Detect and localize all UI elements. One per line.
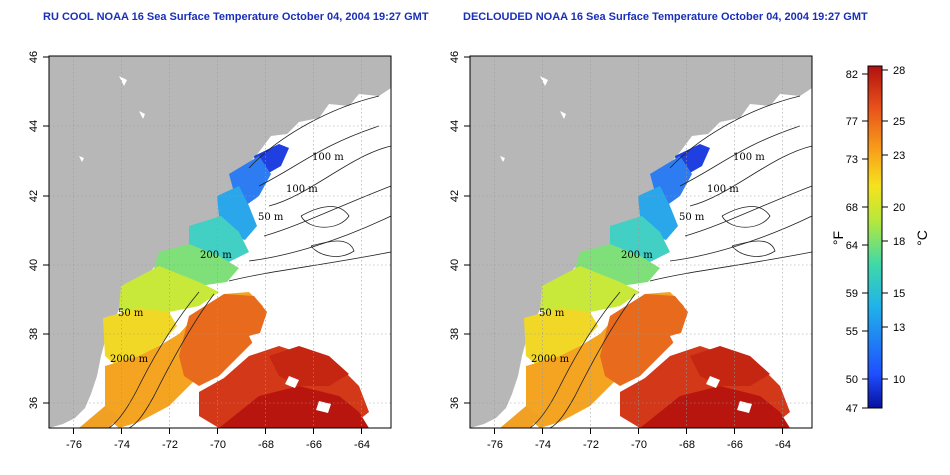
contour-label: 50 m xyxy=(258,212,284,223)
celsius-unit-label: °C xyxy=(914,230,930,246)
lon-tick-label: -74 xyxy=(114,439,130,451)
fahrenheit-tick-label: 59 xyxy=(846,288,858,300)
lon-tick-label: -66 xyxy=(727,439,743,451)
fahrenheit-tick-label: 73 xyxy=(846,154,858,166)
lat-tick-label: 44 xyxy=(28,120,40,132)
fahrenheit-tick-label: 64 xyxy=(846,240,858,252)
right-map xyxy=(463,55,813,435)
left-map xyxy=(42,55,392,435)
celsius-tick-label: 10 xyxy=(893,374,905,386)
fahrenheit-tick-label: 68 xyxy=(846,202,858,214)
lon-tick-label: -70 xyxy=(210,439,226,451)
lon-tick-label: -76 xyxy=(66,439,82,451)
lat-tick-label: 42 xyxy=(449,190,461,202)
fahrenheit-tick-label: 47 xyxy=(846,403,858,415)
lat-tick-label: 36 xyxy=(449,397,461,409)
celsius-tick-label: 20 xyxy=(893,202,905,214)
contour-label: 2000 m xyxy=(110,354,149,365)
colorbar xyxy=(867,65,883,409)
lon-tick-label: -64 xyxy=(775,439,791,451)
fahrenheit-tick-label: 50 xyxy=(846,374,858,386)
lat-tick-label: 38 xyxy=(449,328,461,340)
lat-tick-label: 44 xyxy=(449,120,461,132)
contour-label: 100 m xyxy=(286,184,318,195)
lon-tick-label: -66 xyxy=(306,439,322,451)
contour-label: 100 m xyxy=(707,184,739,195)
contour-label: 50 m xyxy=(679,212,705,223)
contour-label: 2000 m xyxy=(531,354,570,365)
contour-label: 100 m xyxy=(312,152,344,163)
lon-tick-label: -72 xyxy=(162,439,178,451)
celsius-tick-label: 15 xyxy=(893,288,905,300)
lon-tick-label: -72 xyxy=(583,439,599,451)
contour-label: 100 m xyxy=(733,152,765,163)
left-panel-title: RU COOL NOAA 16 Sea Surface Temperature … xyxy=(43,11,429,23)
celsius-tick-label: 25 xyxy=(893,116,905,128)
lon-tick-label: -68 xyxy=(258,439,274,451)
lat-tick-label: 40 xyxy=(449,259,461,271)
fahrenheit-tick-label: 82 xyxy=(846,69,858,81)
right-panel-title: DECLOUDED NOAA 16 Sea Surface Temperatur… xyxy=(463,11,868,23)
lat-tick-label: 46 xyxy=(449,51,461,63)
lon-tick-label: -74 xyxy=(535,439,551,451)
contour-label: 50 m xyxy=(539,308,565,319)
contour-label: 200 m xyxy=(621,250,653,261)
fahrenheit-tick-label: 55 xyxy=(846,326,858,338)
celsius-tick-label: 13 xyxy=(893,322,905,334)
lon-tick-label: -76 xyxy=(487,439,503,451)
lon-tick-label: -70 xyxy=(631,439,647,451)
celsius-tick-label: 18 xyxy=(893,236,905,248)
lon-tick-label: -68 xyxy=(679,439,695,451)
contour-label: 200 m xyxy=(200,250,232,261)
fahrenheit-unit-label: °F xyxy=(830,231,846,245)
celsius-tick-label: 28 xyxy=(893,65,905,77)
lat-tick-label: 46 xyxy=(28,51,40,63)
contour-label: 50 m xyxy=(118,308,144,319)
lon-tick-label: -64 xyxy=(354,439,370,451)
lat-tick-label: 40 xyxy=(28,259,40,271)
lat-tick-label: 36 xyxy=(28,397,40,409)
lat-tick-label: 42 xyxy=(28,190,40,202)
lat-tick-label: 38 xyxy=(28,328,40,340)
celsius-tick-label: 23 xyxy=(893,150,905,162)
fahrenheit-tick-label: 77 xyxy=(846,116,858,128)
